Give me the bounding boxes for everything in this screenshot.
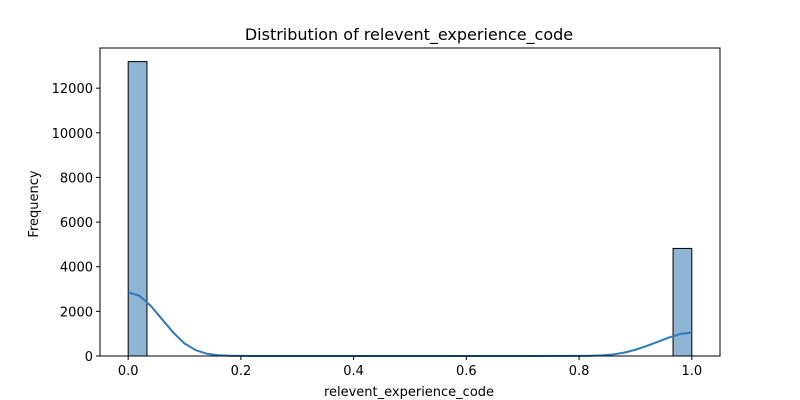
y-axis-label: Frequency	[27, 170, 42, 237]
x-tick-label: 1.0	[681, 364, 702, 379]
x-tick-label: 0.8	[569, 364, 590, 379]
x-tick-label: 0.6	[456, 364, 477, 379]
y-tick-label: 4000	[60, 261, 93, 276]
y-tick-label: 0	[85, 350, 93, 365]
kde-line	[127, 291, 692, 357]
axes-frame	[99, 47, 721, 357]
histogram-bar-0	[127, 61, 148, 357]
y-tick-label: 2000	[60, 305, 93, 320]
y-tick-label: 8000	[60, 171, 93, 186]
y-tick-label: 10000	[52, 127, 93, 142]
chart-title: Distribution of relevent_experience_code	[245, 25, 573, 45]
plot-area: 0.0 0.2 0.4 0.6 0.8 1.0 0 2000 4000 6000 8000 10000…	[52, 47, 721, 379]
histogram-bar-1	[672, 247, 693, 357]
x-axis-label: relevent_experience_code	[324, 385, 494, 400]
y-tick-label: 6000	[60, 216, 93, 231]
x-tick-label: 0.4	[343, 364, 364, 379]
x-tick-label: 0.0	[118, 364, 139, 379]
x-tick-label: 0.2	[231, 364, 252, 379]
y-tick-label: 12000	[52, 82, 93, 97]
